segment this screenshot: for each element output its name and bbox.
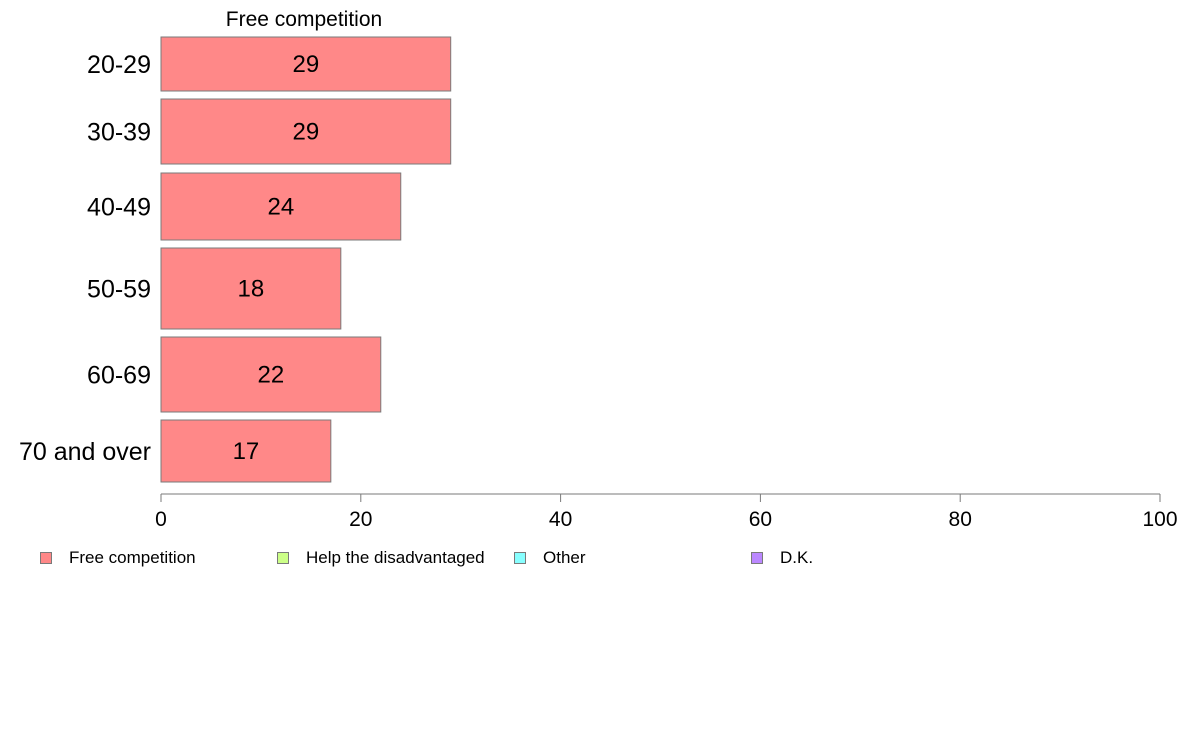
bar-40-49: [160, 172, 402, 241]
bar-20-29: [160, 36, 452, 92]
data-label-70-and-over: 17: [233, 438, 260, 465]
legend-swatch-help-the-disadvantaged: [277, 552, 289, 564]
bars: 29 29 24 18 22 17: [160, 36, 452, 483]
legend: Free competition Help the disadvantaged …: [0, 546, 1188, 570]
bar-70-and-over: [160, 419, 332, 483]
bar-30-39: [160, 98, 452, 165]
x-tick-label-60: 60: [749, 508, 772, 531]
legend-label-free-competition: Free competition: [69, 548, 196, 567]
legend-swatch-dk: [751, 552, 763, 564]
category-label-70-and-over: 70 and over: [19, 438, 151, 466]
data-label-20-29: 29: [293, 51, 320, 78]
x-tick-label-100: 100: [1142, 508, 1177, 531]
category-label-40-49: 40-49: [87, 194, 151, 222]
category-label-30-39: 30-39: [87, 119, 151, 147]
legend-label-help-the-disadvantaged: Help the disadvantaged: [306, 548, 485, 567]
chart-title: Free competition: [226, 8, 382, 31]
data-label-50-59: 18: [238, 276, 265, 303]
data-label-60-69: 22: [258, 362, 285, 389]
bar-50-59: [160, 247, 342, 330]
x-tick-label-40: 40: [549, 508, 572, 531]
legend-swatch-other: [514, 552, 526, 564]
legend-label-dk: D.K.: [780, 548, 814, 567]
legend-item-help-the-disadvantaged: Help the disadvantaged: [277, 546, 485, 570]
category-labels: 20-29 30-39 40-49 50-59 60-69 70 and over: [19, 51, 151, 466]
legend-swatch-free-competition: [40, 552, 52, 564]
x-tick-label-20: 20: [349, 508, 372, 531]
bar-60-69: [160, 336, 382, 413]
x-tick-label-80: 80: [949, 508, 972, 531]
legend-item-free-competition: Free competition: [40, 546, 196, 570]
x-axis: 0 20 40 60 80 100: [155, 493, 1178, 531]
category-label-20-29: 20-29: [87, 51, 151, 79]
data-label-40-49: 24: [268, 194, 295, 221]
legend-label-other: Other: [543, 548, 586, 567]
category-label-50-59: 50-59: [87, 276, 151, 304]
x-tick-label-0: 0: [155, 508, 167, 531]
legend-item-other: Other: [514, 546, 586, 570]
legend-item-dk: D.K.: [751, 546, 813, 570]
category-label-60-69: 60-69: [87, 362, 151, 390]
data-label-30-39: 29: [293, 119, 320, 146]
